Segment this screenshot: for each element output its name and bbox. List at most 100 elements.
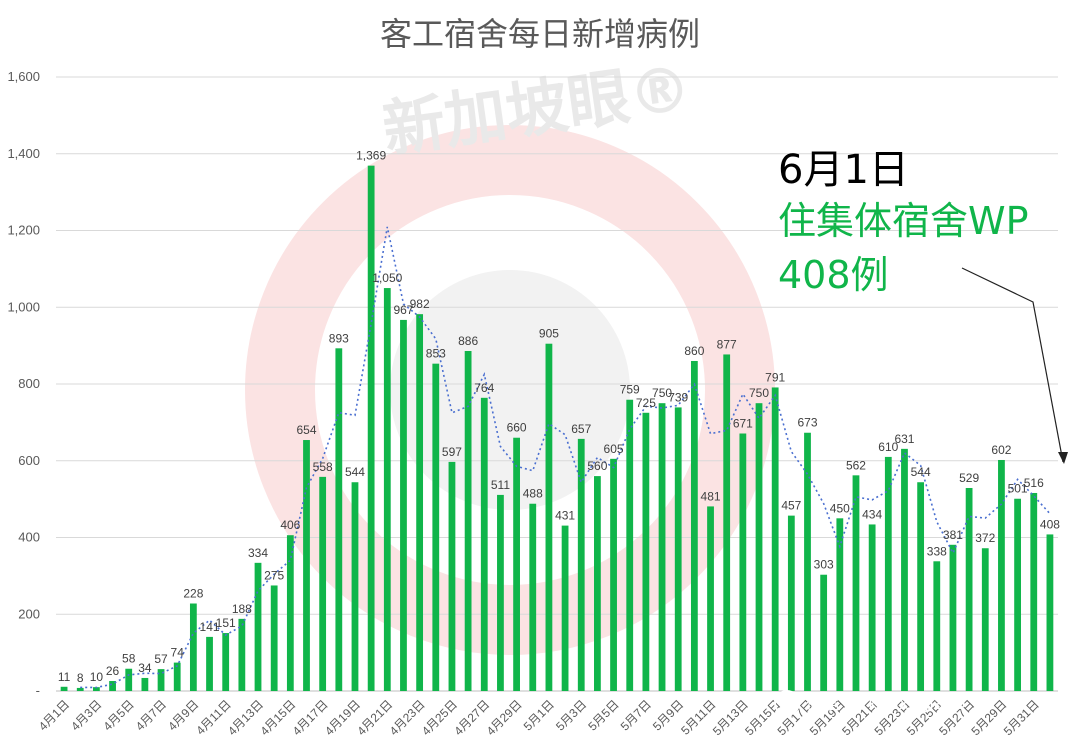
bar [206,636,213,691]
data-label: 303 [814,558,834,572]
bar [529,503,537,691]
bar [513,437,520,691]
bar [416,314,424,691]
data-label: 544 [911,465,931,479]
data-label: 74 [171,646,185,660]
bar [448,461,456,691]
data-label: 759 [620,383,640,397]
data-label: 381 [943,528,963,542]
data-label: 516 [1024,476,1044,490]
bar [286,535,294,691]
bar [335,348,343,691]
data-label: 893 [329,331,349,345]
data-label: 141 [200,620,220,634]
data-label: 457 [781,499,801,513]
data-label: 750 [652,386,672,400]
x-tick-label: 4月29日 [484,697,525,738]
bar [173,662,181,691]
data-label: 188 [232,602,252,616]
bar [868,524,876,691]
bar [157,669,165,691]
bar [949,544,957,691]
annotation-line2: 408例 [778,253,889,297]
data-label: 228 [183,587,203,601]
y-tick-label: 200 [18,606,40,621]
bar [254,562,262,691]
bar [998,459,1005,691]
data-label: 501 [1008,482,1028,496]
y-tick-label: 600 [18,453,40,468]
data-label: 434 [862,507,882,521]
bar [432,363,440,691]
bar [270,585,278,691]
x-tick-label: 5月3日 [553,697,589,733]
bar [303,440,310,691]
data-label: 151 [216,616,236,630]
data-label: 631 [894,432,914,446]
data-label: 450 [830,501,850,515]
data-label: 853 [426,347,446,361]
data-label: 671 [733,417,753,431]
x-tick-label: 5月5日 [585,697,621,733]
annotation-date: 6月1日 [778,147,909,193]
data-label: 544 [345,465,365,479]
bar [787,515,795,691]
bar [723,354,731,691]
data-label: 597 [442,445,462,459]
y-tick-label: 800 [18,376,40,391]
x-tick-label: 5月31日 [1001,697,1042,738]
bar [577,438,585,691]
bar [884,456,892,691]
y-tick-label: 400 [18,530,40,545]
y-tick-label: - [36,683,40,698]
credit-text: 微信号: kanxinjiapo [806,694,965,714]
y-tick-label: 1,200 [7,223,40,238]
data-label: 8 [77,671,84,685]
data-label: 408 [1040,517,1060,531]
annotation-line1: 住集体宿舍WP [778,199,1029,243]
bar [561,525,569,691]
data-label: 660 [507,421,527,435]
bar [93,687,100,691]
x-tick-label: 4月7日 [133,697,169,733]
data-label: 529 [959,471,979,485]
bar [771,387,779,691]
bars [60,165,1054,692]
data-label: 406 [280,518,300,532]
data-label: 34 [138,661,152,675]
data-label: 725 [636,396,656,410]
data-label: 58 [122,652,136,666]
data-label: 791 [765,370,785,384]
bar [674,407,682,691]
data-label: 1,050 [372,271,402,285]
bar [626,399,634,691]
data-label: 481 [701,489,721,503]
data-label: 610 [878,440,898,454]
data-label: 562 [846,458,866,472]
bar [820,574,828,691]
x-tick-label: 4月5日 [101,697,137,733]
bar [852,475,860,691]
bar [319,476,327,691]
y-tick-label: 1,000 [7,299,40,314]
bar [383,288,391,691]
x-tick-label: 4月1日 [36,697,72,733]
data-label: 673 [797,416,817,430]
bar [917,482,925,691]
annotation-arrow-head [1058,452,1068,464]
data-label: 886 [458,334,478,348]
bar [901,448,908,691]
annotation: 6月1日 住集体宿舍WP 408例 [778,147,1068,464]
bar [1030,492,1038,691]
wechat-icon [774,690,800,716]
bar [836,518,844,691]
data-label: 982 [410,297,430,311]
chart-title: 客工宿舍每日新增病例 [380,15,700,53]
data-label: 334 [248,546,268,560]
bar [141,677,149,691]
bar [1046,534,1054,691]
x-tick-label: 5月1日 [521,697,557,733]
